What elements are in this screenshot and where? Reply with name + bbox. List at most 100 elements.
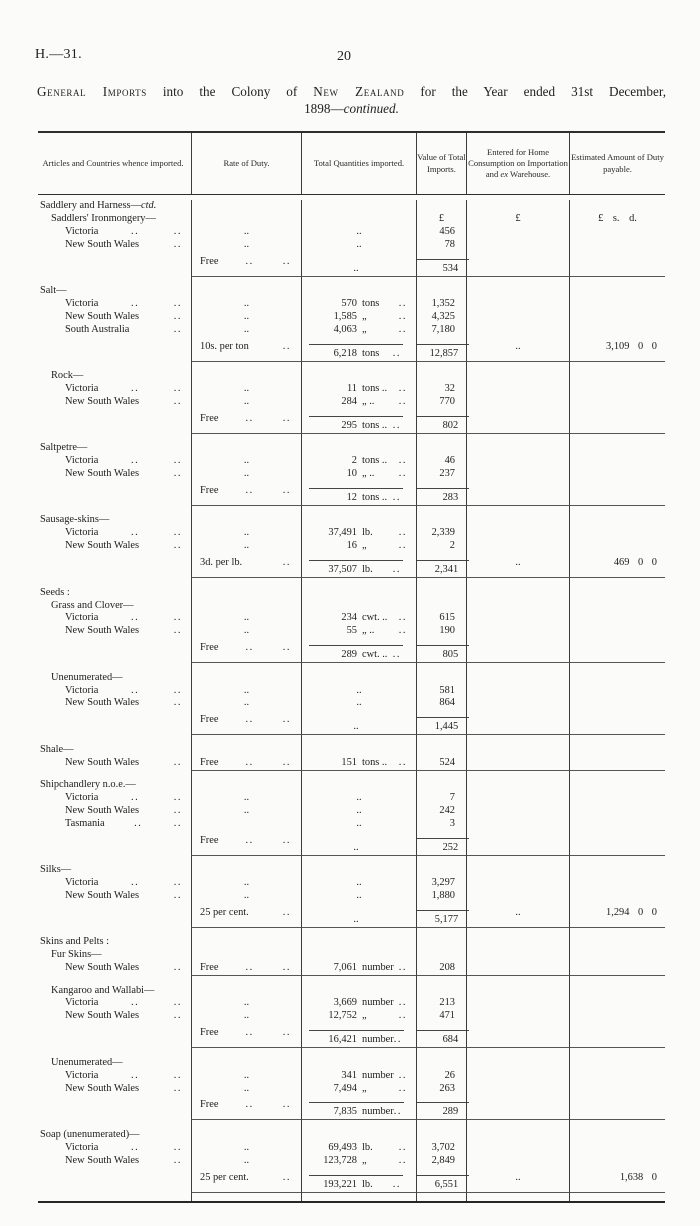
quantity-cell: .. [301, 251, 416, 276]
rate-cell [191, 864, 301, 878]
dot-leader: .. [131, 997, 140, 1009]
total-row: Free...... 252 [38, 830, 665, 855]
total-row: Free...... 534 [38, 251, 665, 276]
quantity-number: 151 [341, 756, 357, 768]
value-content: 770 [439, 395, 455, 407]
duty-cell [569, 408, 665, 433]
entered-cell [466, 1154, 569, 1168]
rate-cell [191, 949, 301, 963]
value-content: 802 [417, 415, 470, 433]
rate-dots: .. [243, 323, 250, 335]
rate-cell: 3d. per lb... [191, 553, 301, 578]
section-label-row: Saltpetre— [38, 442, 665, 456]
rate-cell: Free.... [191, 962, 301, 976]
entered-cell [466, 1128, 569, 1142]
value-cell: 524 [416, 756, 466, 770]
rate-cell [191, 432, 301, 443]
quantity-dots: .. [356, 804, 362, 816]
entered-content: .. [515, 906, 521, 918]
rate-dots: .. [243, 1154, 250, 1166]
dot-leader: .. [398, 540, 407, 552]
article-cell: New South Wales.. [38, 625, 191, 638]
rate-dots: .. [243, 877, 250, 889]
quantity-unit: lb. [362, 527, 373, 539]
quantity-content: 16 „.. [309, 540, 409, 553]
quantity-cell: 2 tons .... [301, 455, 416, 469]
title-text: Imports [86, 84, 147, 99]
rate-cell [191, 975, 301, 985]
entered-cell [466, 625, 569, 639]
rate-label: 25 per cent. [200, 1171, 249, 1183]
dot-leader: .. [282, 756, 291, 768]
article-cell: New South Wales.. [38, 890, 191, 903]
entered-cell [466, 1191, 569, 1202]
dot-leader: .. [282, 484, 291, 496]
country-row: New South Wales.... 284 „ .... 770 [38, 395, 665, 409]
rate-dots: .. [243, 1010, 250, 1022]
dot-leader: .. [173, 697, 182, 709]
dot-leader: .. [392, 347, 401, 359]
separator-row [38, 975, 665, 985]
rate-cell [191, 1056, 301, 1070]
value-cell: 3,702 [416, 1141, 466, 1155]
quantity-content: 1,585 „.. [309, 311, 409, 324]
article-cell: New South Wales.. [38, 1010, 191, 1023]
dot-leader: .. [282, 340, 291, 352]
country-name: Victoria [65, 455, 99, 467]
total-row: Free.... 295 tons .... 802 [38, 408, 665, 433]
entered-cell [466, 275, 569, 286]
section-label: Salt— [40, 285, 67, 297]
duty-cell [569, 586, 665, 600]
document-reference: H.—31. [35, 47, 82, 62]
dot-leader: .. [398, 383, 407, 395]
quantity-number: 12,752 [328, 1010, 357, 1022]
quantity-cell: 16 „.. [301, 540, 416, 554]
rate-dots: .. [243, 625, 250, 637]
quantity-number: 37,507 [328, 564, 357, 576]
duty-cell [569, 1082, 665, 1096]
value-cell [416, 854, 466, 865]
article-cell: New South Wales.. [38, 1155, 191, 1168]
dot-leader: .. [131, 297, 140, 309]
article-cell [38, 481, 191, 505]
duty-cell: 1,638 0 [569, 1167, 665, 1192]
entered-cell [466, 1010, 569, 1024]
country-row: New South Wales...... 864 [38, 697, 665, 711]
rate-cell: 25 per cent... [191, 902, 301, 927]
article-cell [38, 975, 191, 985]
section-label-row: Kangaroo and Wallabi— [38, 984, 665, 998]
duty-cell [569, 1056, 665, 1070]
rate-cell: .. [191, 468, 301, 481]
article-cell: Victoria.... [38, 685, 191, 698]
entered-cell [466, 1047, 569, 1057]
article-cell: Unenumerated— [38, 672, 191, 685]
dot-leader: .. [173, 527, 182, 539]
dot-leader: .. [282, 714, 291, 726]
quantity-cell [301, 936, 416, 950]
quantity-unit: „ .. [362, 468, 375, 480]
article-cell [38, 1095, 191, 1119]
quantity-cell [301, 442, 416, 456]
value-cell: 3 [416, 817, 466, 831]
quantity-unit: „ .. [362, 625, 375, 637]
article-cell: Victoria.... [38, 383, 191, 396]
quantity-cell [301, 212, 416, 226]
rate-cell: .. [191, 684, 301, 698]
quantity-cell [301, 984, 416, 998]
value-cell: 289 [416, 1095, 470, 1120]
separator-row [38, 1191, 665, 1202]
rate-label: 25 per cent. [200, 906, 249, 918]
quantity-content: .. [309, 259, 403, 276]
value-content: 2,341 [417, 560, 470, 577]
dot-leader: .. [173, 540, 182, 552]
country-row: Victoria...... 570 tons.. 1,352 [38, 297, 665, 311]
quantity-cell: 341 number.. [301, 1069, 416, 1083]
duty-cell [569, 1141, 665, 1155]
quantity-content: .. [309, 792, 409, 805]
entered-cell [466, 285, 569, 298]
quantity-cell: 37,491 lb... [301, 527, 416, 541]
title-year: 1898— [304, 101, 344, 116]
quantity-number: 7,061 [333, 962, 357, 974]
dot-leader: .. [173, 756, 182, 768]
country-name: Tasmania [65, 817, 105, 829]
